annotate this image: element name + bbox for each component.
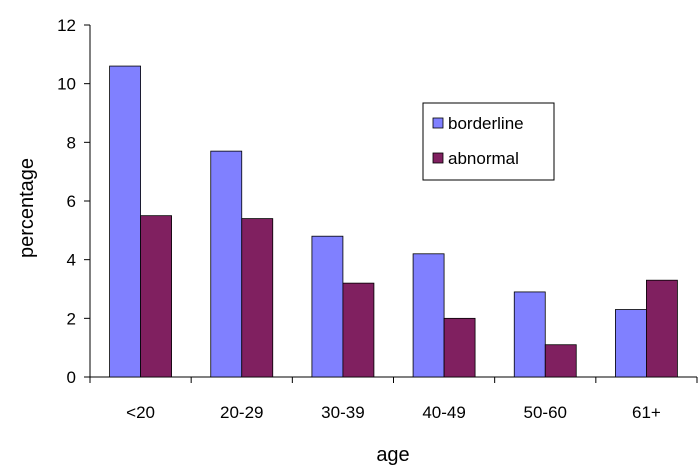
bars [109, 65, 678, 378]
y-tick-label: 4 [67, 251, 76, 270]
y-tick-label: 12 [57, 16, 76, 35]
bar-borderline-2 [210, 150, 243, 378]
legend-label-abnormal: abnormal [448, 149, 519, 168]
bar-borderline-6 [615, 309, 647, 378]
y-tick-label: 6 [67, 192, 76, 211]
bar-abnormal-5 [544, 344, 577, 378]
y-tick-label: 8 [67, 133, 76, 152]
y-tick-label: 0 [67, 368, 76, 387]
bar-borderline-3 [311, 235, 344, 378]
y-axis-title: percentage [16, 158, 38, 258]
legend: borderline abnormal [422, 102, 555, 181]
legend-swatch-abnormal [432, 152, 444, 164]
bar-abnormal-3 [342, 282, 375, 378]
x-tick-label: 50-60 [524, 403, 567, 422]
x-tick-label: 61+ [632, 403, 661, 422]
x-tick-label: 30-39 [321, 403, 364, 422]
x-tick-label: <20 [126, 403, 155, 422]
bar-abnormal-6 [646, 279, 678, 378]
bar-borderline-1 [109, 65, 141, 378]
bar-abnormal-1 [140, 215, 172, 378]
y-tick-label: 10 [57, 75, 76, 94]
legend-box [422, 102, 555, 181]
bar-borderline-4 [412, 253, 445, 378]
y-axis: 0 2 4 6 8 10 12 [57, 16, 91, 387]
legend-swatch-borderline [432, 117, 444, 129]
bar-abnormal-4 [443, 317, 476, 378]
bar-borderline-5 [513, 291, 546, 378]
legend-label-borderline: borderline [448, 114, 524, 133]
y-tick-label: 2 [67, 309, 76, 328]
x-tick-label: 40-49 [422, 403, 465, 422]
x-axis: <20 20-29 30-39 40-49 50-60 61+ [89, 376, 698, 422]
x-tick-label: 20-29 [220, 403, 263, 422]
x-axis-title: age [376, 444, 409, 466]
bar-abnormal-2 [241, 218, 274, 378]
